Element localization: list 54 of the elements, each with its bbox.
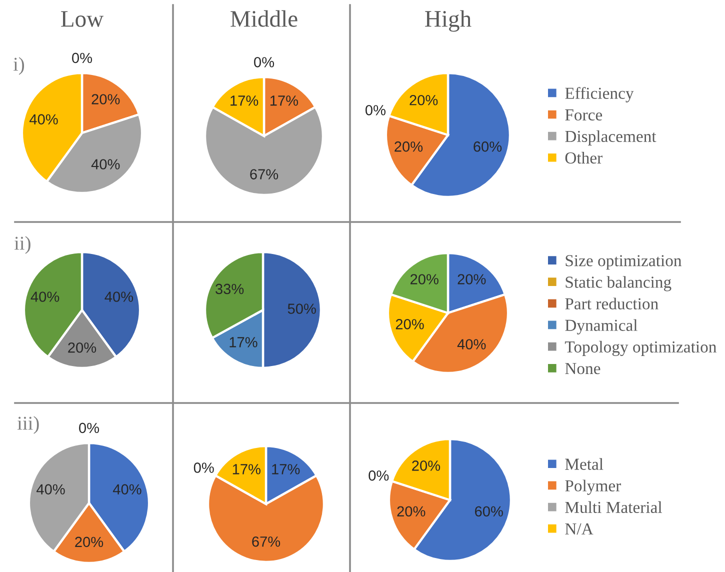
legend-label: Static balancing xyxy=(566,276,672,292)
chart-title: Middle xyxy=(230,10,298,27)
data-label: 17% xyxy=(232,464,260,474)
legend-label: Force xyxy=(565,109,602,121)
data-label: 50% xyxy=(288,304,316,314)
text: 0% xyxy=(254,57,274,68)
data-label: 40% xyxy=(36,484,65,494)
text: i) xyxy=(13,57,24,75)
data-label: 20% xyxy=(412,460,440,471)
data-label: 40% xyxy=(30,114,58,124)
text: 0% xyxy=(368,470,389,481)
legend-label: Multi Material xyxy=(565,501,662,514)
data-label: 20% xyxy=(68,342,96,353)
data-label: 40% xyxy=(457,339,486,350)
legend-label: Topology optimization xyxy=(564,340,716,356)
text: 0% xyxy=(366,105,386,116)
data-label: 17% xyxy=(230,96,258,106)
data-label: 40% xyxy=(112,484,142,494)
data-label: 20% xyxy=(396,319,424,330)
data-label: 17% xyxy=(230,337,258,348)
text: iii) xyxy=(17,416,39,434)
text: ii) xyxy=(14,236,30,254)
data-label: 20% xyxy=(92,94,120,104)
legend-label: Polymer xyxy=(565,480,621,495)
legend-label: Dynamical xyxy=(565,319,638,334)
legend-label: Other xyxy=(565,152,602,164)
data-label: 20% xyxy=(410,94,438,106)
legend-label: None xyxy=(565,363,600,374)
data-label: 40% xyxy=(30,292,60,302)
data-label: 20% xyxy=(410,274,438,284)
text: 0% xyxy=(194,462,214,473)
chart-title: Low xyxy=(61,11,104,27)
data-label: 17% xyxy=(270,96,298,106)
text: 0% xyxy=(72,52,92,64)
data-label: 20% xyxy=(458,274,486,284)
text: 0% xyxy=(79,422,100,434)
legend-label: Part reduction xyxy=(565,298,658,310)
data-label: 20% xyxy=(394,141,423,152)
chart-title: High xyxy=(425,10,472,32)
data-label: 17% xyxy=(272,464,300,474)
legend-label: Size optimization xyxy=(566,255,682,270)
legend-label: Metal xyxy=(565,458,604,470)
data-label: 33% xyxy=(216,284,244,294)
data-label: 60% xyxy=(474,141,502,152)
legend-label: N/A xyxy=(565,523,594,535)
data-label: 40% xyxy=(91,159,120,170)
legend-label: Displacement xyxy=(565,130,656,146)
data-label: 67% xyxy=(250,169,278,180)
data-label: 40% xyxy=(104,292,134,302)
data-label: 20% xyxy=(397,506,426,517)
data-label: 67% xyxy=(252,536,280,547)
data-label: 20% xyxy=(75,536,104,548)
data-label: 60% xyxy=(475,506,503,517)
legend-label: Efficiency xyxy=(565,87,634,102)
